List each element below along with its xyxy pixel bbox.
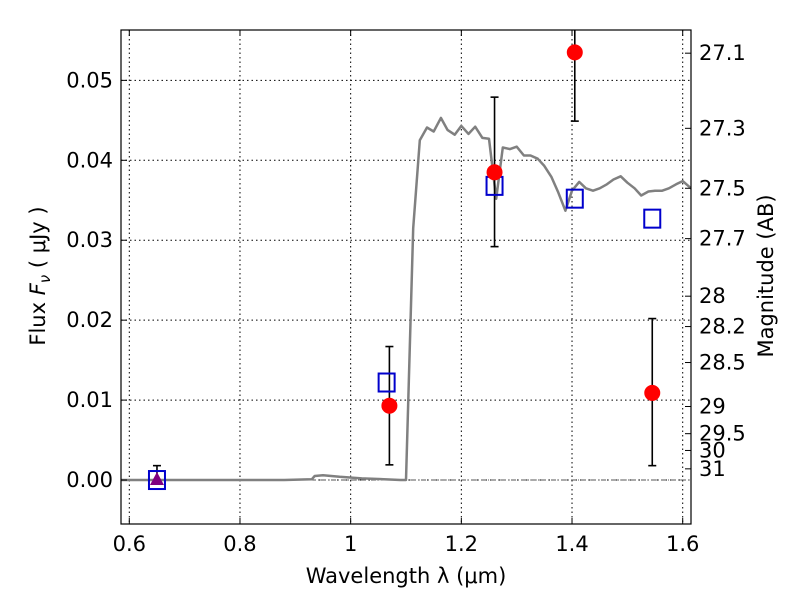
axis-ticks: 0.6 0.8 1 1.2 1.4 1.6 0.00 0.01 0.02 0.03 0.04 0.05… <box>66 30 746 556</box>
right-tick-label: 27.1 <box>699 41 746 65</box>
right-tick-label: 28.2 <box>699 315 746 339</box>
x-tick-label: 1 <box>344 532 357 556</box>
y-axis-label-var: F <box>26 282 50 295</box>
y-tick-label: 0.05 <box>66 68 113 92</box>
x-tick-label: 1.6 <box>666 532 699 556</box>
y-axis-label-sub: ν <box>36 275 54 283</box>
y-tick-label: 0.01 <box>66 388 113 412</box>
model-photometry-square <box>565 188 584 209</box>
observed-point <box>381 397 398 414</box>
axes-frame <box>120 29 692 525</box>
y-axis-label-unit: ( μJy ) <box>26 206 50 274</box>
y-tick-label: 0.00 <box>66 468 113 492</box>
right-tick-label: 27.7 <box>699 227 746 251</box>
observed-point <box>486 164 503 181</box>
y-tick-label: 0.02 <box>66 308 113 332</box>
right-tick-label: 29 <box>699 394 726 418</box>
upper-limit-triangle <box>149 472 164 486</box>
x-tick-label: 0.6 <box>113 532 146 556</box>
x-tick-label: 0.8 <box>223 532 256 556</box>
right-tick-label: 27.5 <box>699 176 746 200</box>
x-tick-label: 1.2 <box>445 532 478 556</box>
right-tick-label: 29.5 <box>699 422 746 446</box>
y-tick-label: 0.03 <box>66 228 113 252</box>
model-photometry-square <box>643 208 662 229</box>
right-tick-label: 30 <box>699 438 726 462</box>
y-axis-label: Flux Fν ( μJy ) <box>26 206 54 345</box>
right-tick-label: 28.5 <box>699 351 746 375</box>
x-tick-label: 1.4 <box>555 532 588 556</box>
right-tick-label: 28 <box>699 284 726 308</box>
model-sed-line <box>121 116 691 482</box>
observed-point <box>566 44 583 61</box>
model-photometry-square <box>377 372 396 393</box>
right-tick-label: 31 <box>699 457 726 481</box>
right-tick-label: 27.3 <box>699 116 746 140</box>
observed-point <box>644 384 661 401</box>
model-photometry-square <box>147 470 166 491</box>
right-axis-label: Magnitude (AB) <box>754 194 778 357</box>
y-axis-label-prefix: Flux <box>26 295 50 345</box>
plot-area <box>121 30 691 491</box>
y-tick-label: 0.04 <box>66 148 113 172</box>
plot-frame <box>120 29 692 525</box>
x-axis-label: Wavelength λ (μm) <box>306 564 507 588</box>
